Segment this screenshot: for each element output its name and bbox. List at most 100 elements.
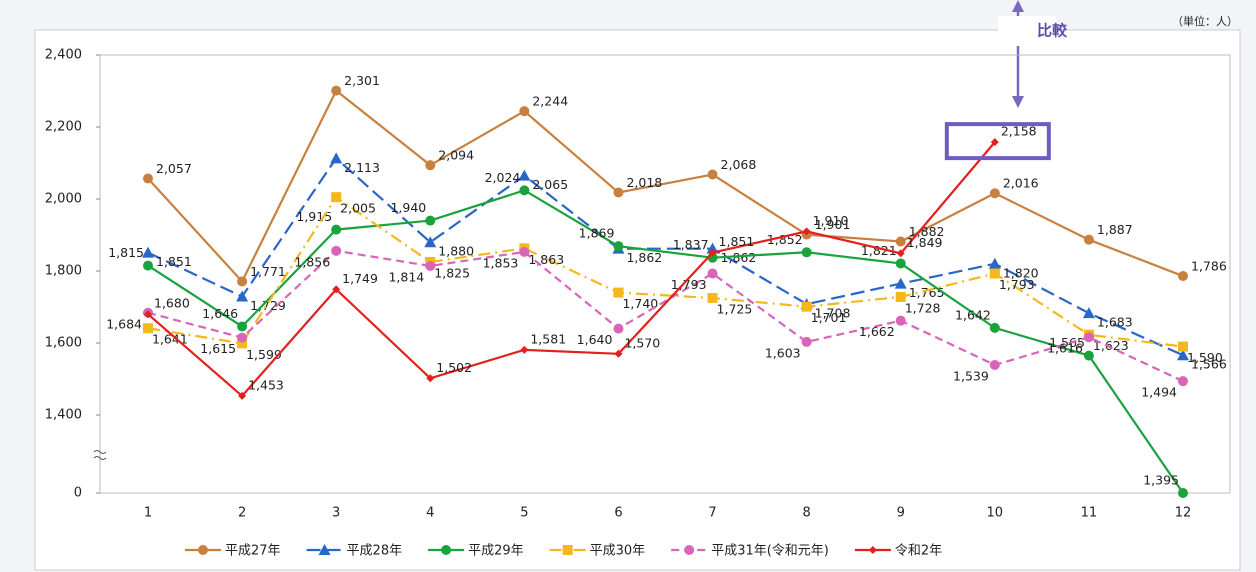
x-tick-label: 6: [614, 506, 622, 521]
point: [425, 215, 436, 226]
series-line: [147, 195, 1184, 348]
point: [237, 321, 248, 332]
legend-label: 平成30年: [590, 544, 646, 559]
y-tick-label: 1,400: [45, 408, 82, 423]
highlight-box: [944, 122, 1051, 161]
value-label: 1,820: [1003, 265, 1039, 280]
point: [989, 322, 1000, 333]
y-tick-label: 2,000: [45, 192, 82, 207]
value-label: 2,244: [532, 94, 568, 109]
value-label: 1,749: [342, 271, 378, 286]
x-tick-label: 12: [1175, 506, 1192, 521]
value-label: 1,640: [577, 332, 613, 347]
value-label: 1,862: [626, 250, 662, 265]
value-label: 2,018: [626, 175, 662, 190]
value-label: 1,642: [955, 307, 991, 322]
value-label: 1,880: [438, 244, 474, 259]
value-label: 1,901: [815, 217, 851, 232]
x-tick-label: 9: [897, 506, 905, 521]
point: [613, 323, 624, 334]
value-label: 1,684: [106, 316, 142, 331]
value-label: 1,765: [909, 285, 945, 300]
x-tick-label: 4: [426, 506, 434, 521]
value-label: 2,158: [1001, 124, 1037, 139]
point: [988, 257, 1001, 269]
y-tick-label: 2,200: [45, 120, 82, 135]
legend-marker: [441, 545, 452, 555]
y-tick-label: 1,600: [45, 336, 82, 351]
value-label: 2,113: [344, 160, 380, 175]
point: [236, 290, 249, 302]
series-line: [147, 156, 1184, 357]
value-label: 1,771: [250, 264, 286, 279]
point: [143, 323, 153, 334]
point: [801, 247, 812, 258]
point: [1082, 307, 1095, 319]
point: [894, 277, 907, 289]
point: [613, 287, 624, 298]
point: [801, 336, 812, 347]
point: [707, 268, 718, 279]
point: [895, 315, 906, 326]
value-label: 2,068: [721, 157, 757, 172]
point: [144, 310, 152, 319]
value-label: 1,453: [248, 377, 284, 392]
point: [895, 236, 906, 247]
y-tick-label: 2,400: [45, 48, 82, 63]
point: [331, 85, 342, 96]
value-label: 2,005: [340, 201, 376, 216]
value-label: 2,057: [156, 161, 192, 176]
point: [1083, 234, 1094, 245]
legend-label: 平成28年: [347, 544, 403, 559]
annotation-bg: [998, 16, 1056, 46]
unit-label: （単位：人）: [1172, 14, 1238, 28]
x-tick-label: 2: [238, 506, 246, 521]
point: [331, 245, 342, 256]
legend-label: 平成31年(令和元年): [711, 544, 829, 559]
value-label: 1,814: [388, 269, 424, 284]
point: [708, 248, 717, 257]
value-label: 1,852: [767, 232, 803, 247]
point: [989, 359, 1000, 370]
point: [331, 192, 342, 203]
value-label: 1,882: [909, 224, 945, 239]
point: [424, 236, 437, 248]
point: [143, 173, 153, 184]
point: [895, 291, 906, 302]
axis-break: [93, 450, 107, 460]
point: [1178, 376, 1188, 387]
point: [895, 258, 906, 269]
x-tick-label: 1: [144, 506, 152, 521]
value-label: 1,825: [434, 266, 470, 281]
point: [707, 169, 718, 180]
value-label: 1,887: [1097, 222, 1133, 237]
point: [142, 246, 154, 258]
value-label: 1,728: [905, 300, 941, 315]
point: [1083, 332, 1094, 343]
value-label: 1,853: [483, 255, 519, 270]
value-label: 1,502: [436, 360, 472, 375]
point: [143, 260, 153, 271]
value-label: 1,869: [579, 226, 615, 241]
value-label: 1,616: [1047, 341, 1083, 356]
value-label: 1,641: [152, 332, 188, 347]
legend-marker: [562, 545, 573, 555]
plot-area: [99, 54, 1231, 494]
point: [426, 374, 435, 383]
point: [519, 246, 530, 257]
series-line: [147, 141, 996, 398]
x-tick-label: 10: [987, 506, 1004, 521]
value-label: 1,863: [528, 252, 564, 267]
point: [1177, 349, 1189, 361]
point: [519, 106, 530, 117]
value-label: 1,793: [999, 277, 1035, 292]
value-label: 1,570: [624, 335, 660, 350]
value-label: 2,065: [532, 177, 568, 192]
point: [425, 260, 436, 271]
value-label: 1,837: [673, 237, 709, 252]
point: [802, 227, 811, 236]
point: [425, 160, 436, 171]
point: [990, 138, 999, 147]
value-label: 2,016: [1003, 176, 1039, 191]
point: [519, 185, 530, 196]
